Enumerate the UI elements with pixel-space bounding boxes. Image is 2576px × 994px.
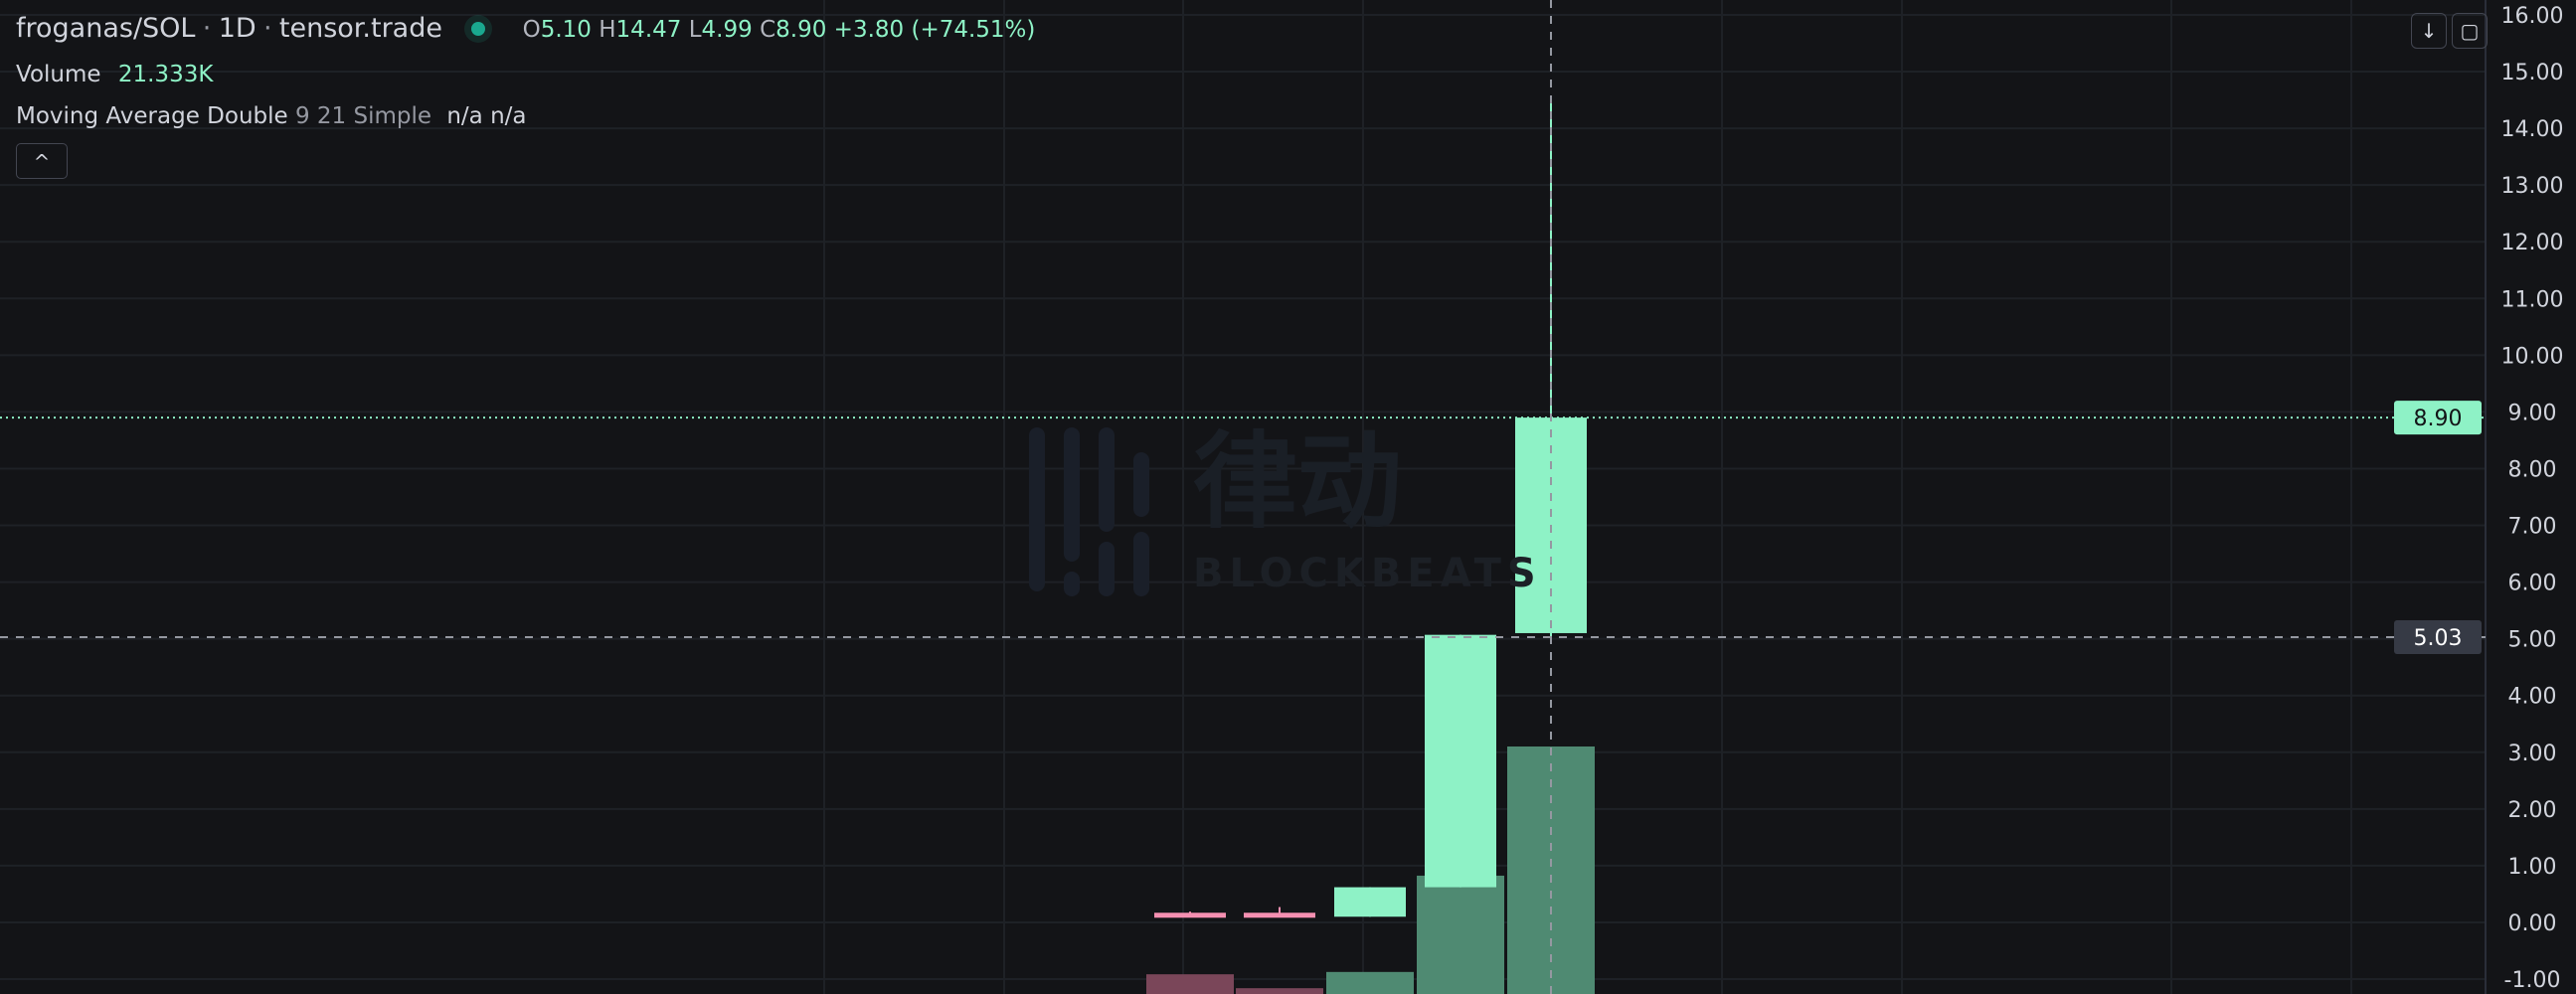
ohlc-values: O5.10 H14.47 L4.99 C8.90 +3.80 (+74.51%) (523, 17, 1036, 43)
y-tick-label: 2.00 (2508, 798, 2557, 823)
y-tick-label: 12.00 (2501, 231, 2564, 255)
fullscreen-button[interactable]: ▢ (2452, 13, 2488, 49)
low-label: L (688, 17, 702, 43)
fullscreen-icon: ▢ (2460, 19, 2480, 43)
y-tick-label: -1.00 (2504, 968, 2561, 993)
candle-body (1154, 912, 1226, 918)
y-tick-label: 3.00 (2508, 742, 2557, 766)
volume-bar (1236, 988, 1323, 994)
y-tick-label: 5.00 (2508, 628, 2557, 653)
close-value: 8.90 (775, 17, 827, 43)
y-tick-label: 15.00 (2501, 61, 2564, 85)
collapse-legend-button[interactable]: ^ (16, 143, 68, 179)
y-tick-label: 16.00 (2501, 4, 2564, 29)
symbol-name[interactable]: froganas/SOL (16, 13, 196, 44)
low-value: 4.99 (701, 17, 753, 43)
y-tick-label: 14.00 (2501, 117, 2564, 142)
volume-value: 21.333K (117, 62, 214, 87)
y-tick-label: 9.00 (2508, 401, 2557, 425)
y-tick-label: 11.00 (2501, 287, 2564, 312)
candle-body (1425, 634, 1496, 888)
download-button[interactable]: ↓ (2411, 13, 2447, 49)
y-tick-label: 4.00 (2508, 685, 2557, 710)
volume-bar (1326, 971, 1414, 994)
y-tick-label: 8.00 (2508, 457, 2557, 482)
close-label: C (760, 17, 776, 43)
candle-body (1334, 887, 1406, 917)
crosshair-price-badge (2394, 619, 2482, 654)
separator: · (202, 13, 212, 44)
high-value: 14.47 (615, 17, 682, 43)
last-price-label: 8.90 (2414, 407, 2463, 431)
ma-legend[interactable]: Moving Average Double 9 21 Simple n/a n/… (16, 101, 527, 131)
volume-bar (1146, 974, 1234, 994)
ma-value-1: n/a (446, 103, 483, 129)
interval[interactable]: 1D (218, 13, 257, 44)
last-price-badge (2394, 401, 2482, 435)
y-tick-label: 13.00 (2501, 174, 2564, 199)
high-label: H (599, 17, 616, 43)
open-value: 5.10 (540, 17, 592, 43)
y-tick-label: 1.00 (2508, 855, 2557, 880)
y-tick-label: 10.00 (2501, 344, 2564, 369)
open-label: O (522, 17, 541, 43)
y-tick-label: 6.00 (2508, 572, 2557, 596)
y-tick-label: 0.00 (2508, 911, 2557, 936)
watermark-en: BLOCKBEATS (1193, 551, 1542, 596)
market-status-icon[interactable] (471, 22, 486, 36)
volume-legend[interactable]: Volume 21.333K (16, 60, 213, 89)
ma-params: 9 21 Simple (294, 103, 432, 129)
change-value: +3.80 (+74.51%) (833, 17, 1036, 43)
volume-label: Volume (16, 62, 101, 87)
y-tick-label: 7.00 (2508, 515, 2557, 540)
series-legend: froganas/SOL · 1D · tensor.trade O5.10 H… (16, 14, 1035, 45)
ma-label: Moving Average Double (16, 103, 288, 129)
arrow-down-icon: ↓ (2420, 19, 2438, 43)
ma-value-2: n/a (490, 103, 527, 129)
watermark-bars-icon (1029, 427, 1149, 596)
chevron-up-icon: ^ (33, 150, 51, 174)
volume-bar (1507, 746, 1595, 994)
candle-body (1244, 912, 1315, 918)
separator: · (262, 13, 272, 44)
watermark-cn: 律动 (1193, 421, 1403, 543)
crosshair-price-label: 5.03 (2414, 626, 2463, 651)
data-source: tensor.trade (278, 13, 442, 44)
volume-bar (1417, 875, 1504, 994)
